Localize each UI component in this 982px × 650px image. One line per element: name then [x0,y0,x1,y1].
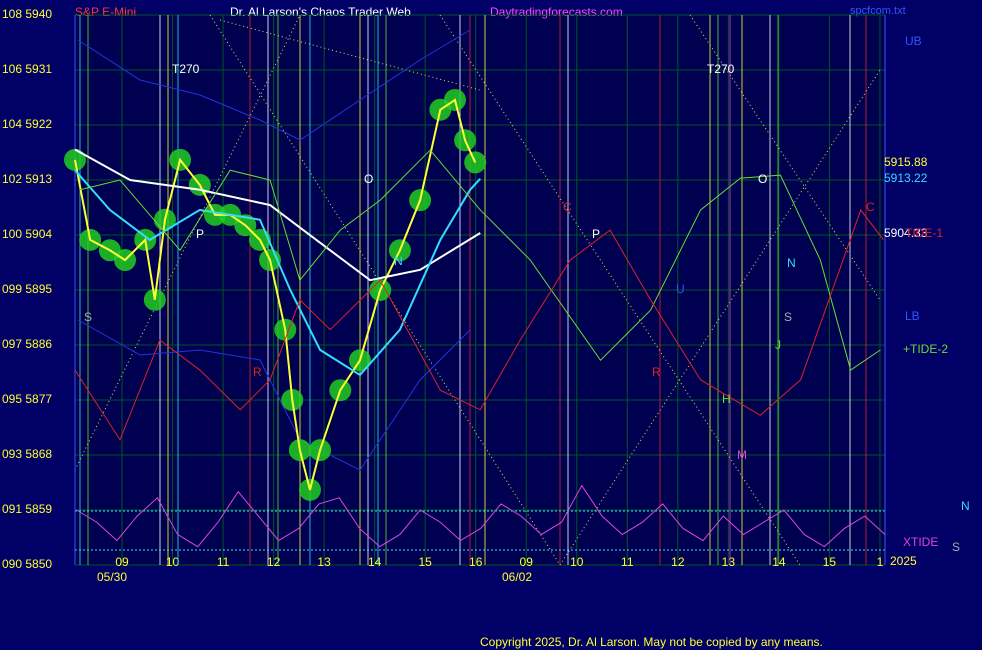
series-line [74,148,481,282]
band-label: UB [905,34,922,48]
annotation: P [592,227,600,241]
subtitle: S&P E-Mini [75,5,136,19]
band-label: LB [905,309,920,323]
annotation: N [394,254,403,268]
y-tick-label: 106 5931 [2,62,52,76]
y-tick-label: 099 5895 [2,282,52,296]
file-name: spcfcom.txt [850,5,906,17]
annotation: R [253,365,262,379]
diagonal [209,14,561,566]
annotation: C [866,200,875,214]
date-label: 05/30 [97,570,127,584]
x-tick-label: 16 [469,555,483,569]
annotation: N [787,256,796,270]
last-value: 5904.33 [884,226,928,240]
series-line [74,169,481,377]
x-tick-label: 15 [418,555,432,569]
year: 2025 [890,554,917,568]
x-tick-label: 13 [317,555,331,569]
series-line [79,149,881,371]
lower-band [77,319,471,471]
x-tick-label: 10 [166,555,180,569]
annotation: H [722,392,731,406]
legend-label: +TIDE-2 [903,342,948,356]
legend-label: XTIDE [903,535,938,549]
annotation: M [737,448,747,462]
x-tick-label: 14 [772,555,786,569]
x-tick-label: 11 [217,555,230,569]
x-tick-label: 09 [520,555,534,569]
copyright: Copyright 2025, Dr. Al Larson. May not b… [480,635,823,649]
site: Daytradingforecasts.com [490,5,623,19]
annotation: T270 [707,62,735,76]
diagonal [219,19,481,91]
annotation: T270 [172,62,200,76]
y-tick-label: 104 5922 [2,117,52,131]
pole-label: N [961,499,970,513]
x-tick-label: 10 [570,555,584,569]
legend-label: TIDE-1 [905,226,943,240]
last-value: 5913.22 [884,171,928,185]
y-tick-label: 100 5904 [2,227,52,241]
x-tick-label: 14 [368,555,382,569]
annotation: S [84,310,92,324]
series-line [74,208,884,441]
annotation: R [652,365,661,379]
annotation: U [676,282,685,296]
series-line [74,98,477,491]
y-tick-label: 097 5886 [2,337,52,351]
last-value: 5915.88 [884,155,928,169]
date-label: 06/02 [502,570,532,584]
y-tick-label: 095 5877 [2,392,52,406]
annotation: S [784,310,792,324]
annotation: J [775,338,781,352]
x-tick-label: 13 [722,555,736,569]
x-tick-label: 09 [115,555,129,569]
annotation: O [758,172,767,186]
x-tick-label: 12 [671,555,685,569]
series-line [76,484,886,548]
y-tick-label: 102 5913 [2,172,52,186]
annotation: C [563,200,572,214]
x-tick-label: 12 [267,555,281,569]
y-tick-label: 090 5850 [2,557,52,571]
upper-band [77,29,471,141]
pole-label: S [952,540,960,554]
annotation: P [196,227,204,241]
x-tick-label: 15 [823,555,837,569]
chart-title: Dr. Al Larson's Chaos Trader Web [230,5,411,19]
x-tick-label: 11 [621,555,634,569]
x-tick-label: 1 [877,555,884,569]
y-tick-label: 091 5859 [2,502,52,516]
diagonal [74,14,301,471]
y-tick-label: 108 5940 [2,7,52,21]
diagonal [439,14,801,566]
annotation: O [364,172,373,186]
y-tick-label: 093 5868 [2,447,52,461]
